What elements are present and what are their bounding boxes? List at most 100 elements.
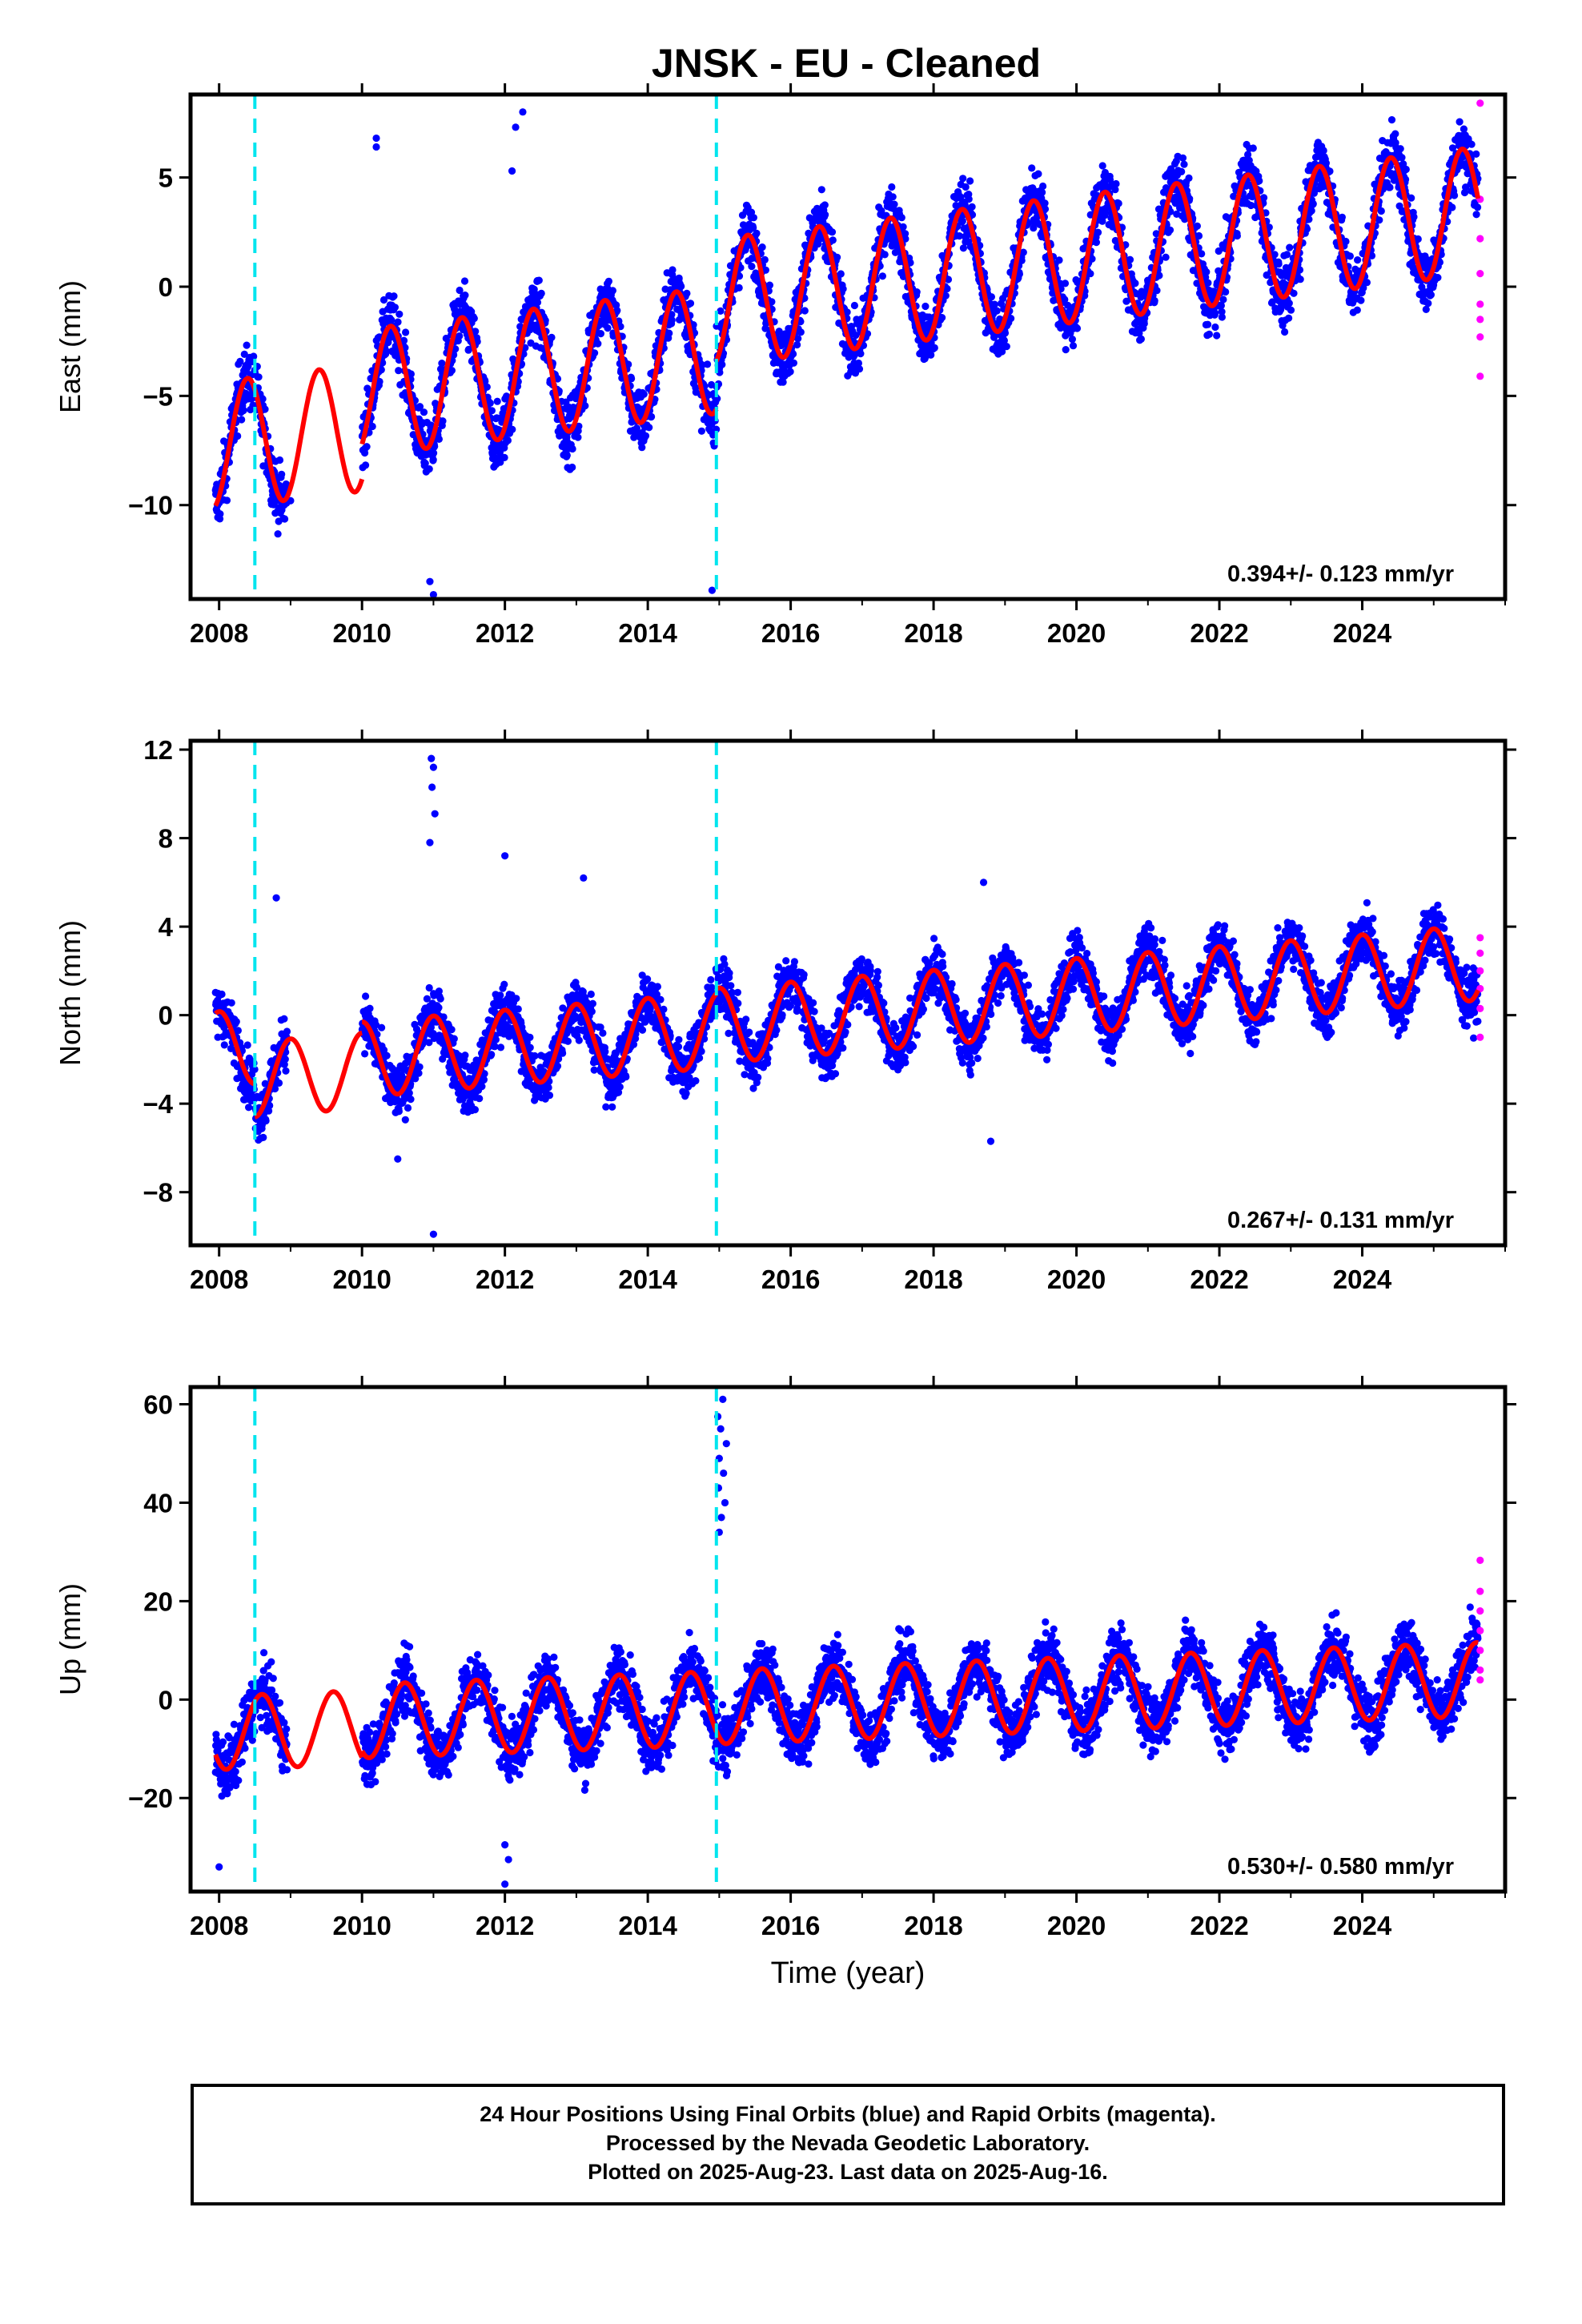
data-point (962, 183, 970, 191)
data-point (1204, 320, 1212, 328)
data-point (955, 232, 963, 240)
data-point (375, 377, 383, 386)
data-point (944, 275, 953, 283)
data-point (641, 432, 650, 440)
data-point (1363, 279, 1371, 287)
final-orbit-points (211, 754, 1482, 1238)
data-point (768, 298, 776, 306)
data-point (1296, 275, 1304, 283)
data-point (1001, 329, 1010, 337)
data-point (1357, 296, 1365, 304)
x-tick-label: 2012 (476, 618, 534, 648)
data-point (1193, 279, 1201, 287)
outlier-point (372, 134, 380, 143)
data-point (448, 1026, 456, 1034)
data-point (483, 383, 491, 391)
data-point (1218, 313, 1226, 321)
data-point (387, 316, 396, 324)
x-tick-label: 2022 (1190, 618, 1248, 648)
data-point (275, 1079, 283, 1087)
data-point (1112, 179, 1120, 188)
data-point (817, 186, 825, 194)
data-point (1126, 255, 1134, 263)
data-point (464, 345, 473, 353)
data-point (259, 395, 267, 403)
data-point (1039, 182, 1047, 191)
data-point (220, 1041, 228, 1049)
data-point (378, 1023, 386, 1031)
data-point (1166, 207, 1174, 215)
data-point (429, 456, 437, 464)
data-point (407, 1096, 415, 1104)
data-point (236, 357, 244, 365)
data-point (274, 530, 282, 538)
data-point (833, 253, 841, 261)
rapid-point (1476, 235, 1484, 243)
data-point (234, 1027, 242, 1035)
data-point (430, 449, 438, 457)
data-point (456, 332, 464, 340)
data-point (852, 332, 860, 340)
data-point (1472, 150, 1480, 158)
data-point (1319, 147, 1327, 155)
data-point (1285, 300, 1293, 308)
panel-east: 2008 2010 2012 2014 2016 2018 2020 2022 2024−10−… (54, 83, 1516, 648)
data-point (563, 451, 571, 460)
y-tick-label: −5 (143, 381, 173, 411)
data-point (665, 329, 673, 337)
data-point (500, 980, 508, 988)
data-point (1391, 130, 1399, 138)
data-point (1460, 125, 1468, 133)
data-point (645, 424, 653, 432)
data-point (435, 435, 444, 444)
data-point (460, 277, 469, 285)
x-tick-label: 2008 (190, 618, 248, 648)
data-point (282, 1067, 290, 1075)
data-point (901, 235, 909, 243)
data-point (450, 1035, 458, 1043)
data-point (574, 433, 582, 441)
rapid-point (1476, 300, 1484, 308)
data-point (668, 311, 676, 319)
panel-north: 2008 2010 2012 2014 2016 2018 2020 2022 2024−8−4… (54, 730, 1516, 1294)
data-point (878, 272, 886, 280)
data-point (275, 456, 284, 464)
data-point (1410, 213, 1418, 221)
data-point (1195, 231, 1203, 240)
x-tick-label: 2010 (332, 618, 391, 648)
data-point (943, 284, 951, 293)
data-point (1155, 271, 1163, 279)
data-point (363, 443, 371, 451)
data-point (959, 175, 967, 183)
data-point (361, 1050, 369, 1058)
data-point (753, 229, 761, 237)
data-point (1275, 260, 1283, 268)
data-point (857, 350, 865, 358)
data-point (821, 201, 829, 209)
data-point (959, 244, 967, 252)
data-point (366, 1004, 374, 1012)
data-point (1290, 289, 1298, 297)
data-point (216, 510, 224, 518)
rapid-point (1476, 333, 1484, 341)
data-point (491, 454, 499, 462)
data-point (1111, 186, 1119, 194)
data-point (379, 296, 388, 304)
data-point (1088, 255, 1096, 263)
data-point (421, 460, 429, 468)
data-point (234, 432, 242, 440)
data-point (1211, 323, 1219, 332)
data-point (1055, 256, 1063, 264)
data-point (530, 285, 538, 293)
data-point (906, 259, 914, 267)
data-point (488, 1051, 496, 1059)
data-point (1260, 194, 1268, 202)
y-tick-label: −10 (128, 491, 173, 521)
data-point (608, 287, 617, 295)
data-point (897, 214, 905, 222)
outlier-point (426, 577, 434, 585)
data-point (735, 283, 743, 292)
data-point (890, 200, 898, 208)
data-point (280, 1015, 288, 1023)
